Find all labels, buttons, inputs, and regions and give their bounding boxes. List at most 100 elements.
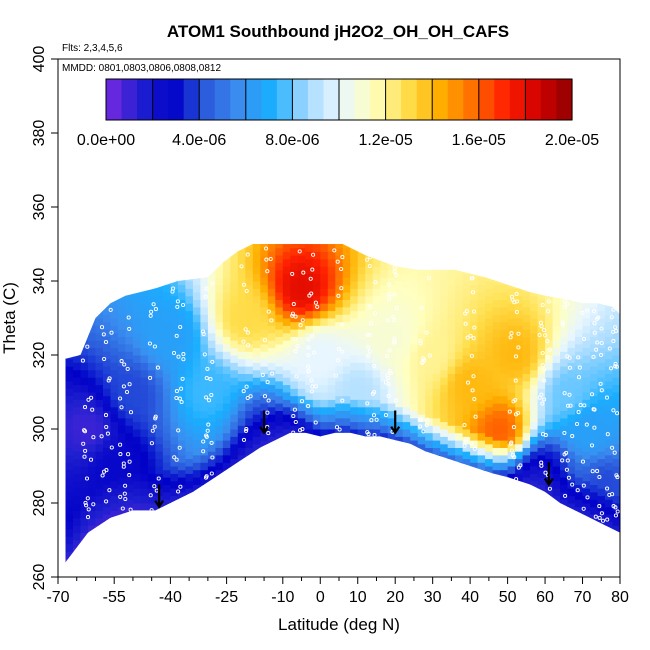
sample-point: [589, 392, 595, 397]
heatmap-cell: [455, 269, 464, 278]
heatmap-cell: [267, 340, 276, 349]
heatmap-cell: [267, 347, 276, 356]
heatmap-cell: [252, 384, 261, 393]
heatmap-cell: [425, 410, 434, 419]
heatmap-cell: [477, 410, 486, 419]
heatmap-cell: [170, 458, 179, 467]
heatmap-cell: [95, 355, 104, 363]
heatmap-cell: [432, 432, 441, 441]
heatmap-cell: [103, 447, 111, 456]
heatmap-cell: [342, 425, 351, 434]
heatmap-cell: [417, 295, 426, 304]
heatmap-cell: [357, 310, 366, 319]
sample-point: [245, 395, 250, 401]
heatmap-cell: [342, 366, 351, 374]
heatmap-cell: [545, 347, 554, 356]
heatmap-cell: [65, 543, 74, 552]
heatmap-cell: [162, 417, 171, 426]
heatmap-cell: [177, 491, 186, 500]
heatmap-cell: [492, 425, 501, 434]
heatmap-cell: [560, 432, 569, 441]
heatmap-cell: [597, 392, 606, 400]
heatmap-cell: [192, 417, 201, 426]
sample-point: [570, 434, 575, 439]
heatmap-cell: [170, 295, 179, 304]
heatmap-cell: [395, 436, 404, 445]
sample-point: [244, 428, 249, 433]
heatmap-cell: [65, 358, 74, 367]
heatmap-cell: [410, 388, 419, 397]
colorbar-swatch: [339, 79, 356, 120]
heatmap-cell: [327, 310, 336, 319]
heatmap-cell: [440, 377, 449, 386]
heatmap-cell: [230, 429, 239, 437]
heatmap-cell: [215, 417, 224, 426]
heatmap-cell: [447, 292, 456, 300]
heatmap-cell: [110, 503, 119, 511]
heatmap-cell: [417, 273, 426, 282]
heatmap-cell: [185, 488, 194, 497]
heatmap-cell: [590, 491, 598, 500]
heatmap-cell: [410, 432, 419, 441]
heatmap-cell: [267, 406, 276, 415]
sample-point: [372, 363, 377, 368]
heatmap-cell: [335, 262, 344, 271]
heatmap-cell: [597, 473, 606, 482]
heatmap-cell: [425, 343, 434, 352]
heatmap-cell: [215, 306, 224, 315]
heatmap-cell: [215, 269, 224, 278]
heatmap-cell: [282, 244, 291, 252]
heatmap-cell: [507, 429, 516, 437]
heatmap-cell: [140, 429, 149, 437]
heatmap-cell: [365, 303, 374, 312]
sample-point: [514, 291, 519, 297]
heatmap-cell: [65, 480, 66, 489]
heatmap-cell: [515, 332, 524, 341]
sample-point: [598, 381, 603, 386]
heatmap-cell: [222, 425, 231, 434]
heatmap-cell: [612, 517, 620, 526]
heatmap-cell: [567, 466, 576, 474]
heatmap-cell: [65, 362, 66, 371]
sample-point: [242, 282, 247, 287]
heatmap-cell: [65, 477, 74, 485]
heatmap-cell: [132, 288, 141, 297]
sample-point: [121, 384, 126, 389]
heatmap-cell: [207, 369, 216, 378]
heatmap-cell: [80, 532, 89, 541]
heatmap-cell: [455, 373, 464, 382]
heatmap-cell: [357, 244, 366, 252]
heatmap-cell: [170, 399, 179, 408]
heatmap-cell: [447, 299, 456, 308]
heatmap-cell: [485, 325, 494, 334]
heatmap-cell: [147, 347, 156, 356]
heatmap-cell: [575, 440, 583, 448]
heatmap-cell: [88, 480, 96, 489]
heatmap-cell: [477, 277, 486, 286]
heatmap-cell: [537, 425, 546, 434]
heatmap-cell: [522, 380, 531, 389]
heatmap-cell: [252, 303, 261, 312]
heatmap-cell: [357, 266, 366, 275]
heatmap-cell: [500, 284, 509, 293]
heatmap-cell: [252, 399, 261, 408]
sample-point: [567, 365, 572, 370]
heatmap-cell: [447, 336, 456, 345]
heatmap-cell: [222, 440, 231, 448]
heatmap-cell: [147, 355, 156, 363]
heatmap-cell: [605, 425, 613, 434]
heatmap-cell: [162, 403, 171, 411]
heatmap-cell: [245, 440, 254, 448]
heatmap-cell: [327, 258, 336, 267]
heatmap-cell: [597, 458, 606, 467]
heatmap-cell: [177, 484, 186, 493]
heatmap-cell: [88, 510, 96, 519]
heatmap-cell: [537, 380, 546, 389]
heatmap-cell: [155, 347, 164, 356]
sample-point: [542, 367, 547, 372]
heatmap-cell: [417, 347, 426, 356]
heatmap-cell: [65, 417, 74, 426]
heatmap-cell: [275, 292, 284, 300]
heatmap-cell: [305, 244, 314, 245]
heatmap-cell: [207, 332, 216, 341]
